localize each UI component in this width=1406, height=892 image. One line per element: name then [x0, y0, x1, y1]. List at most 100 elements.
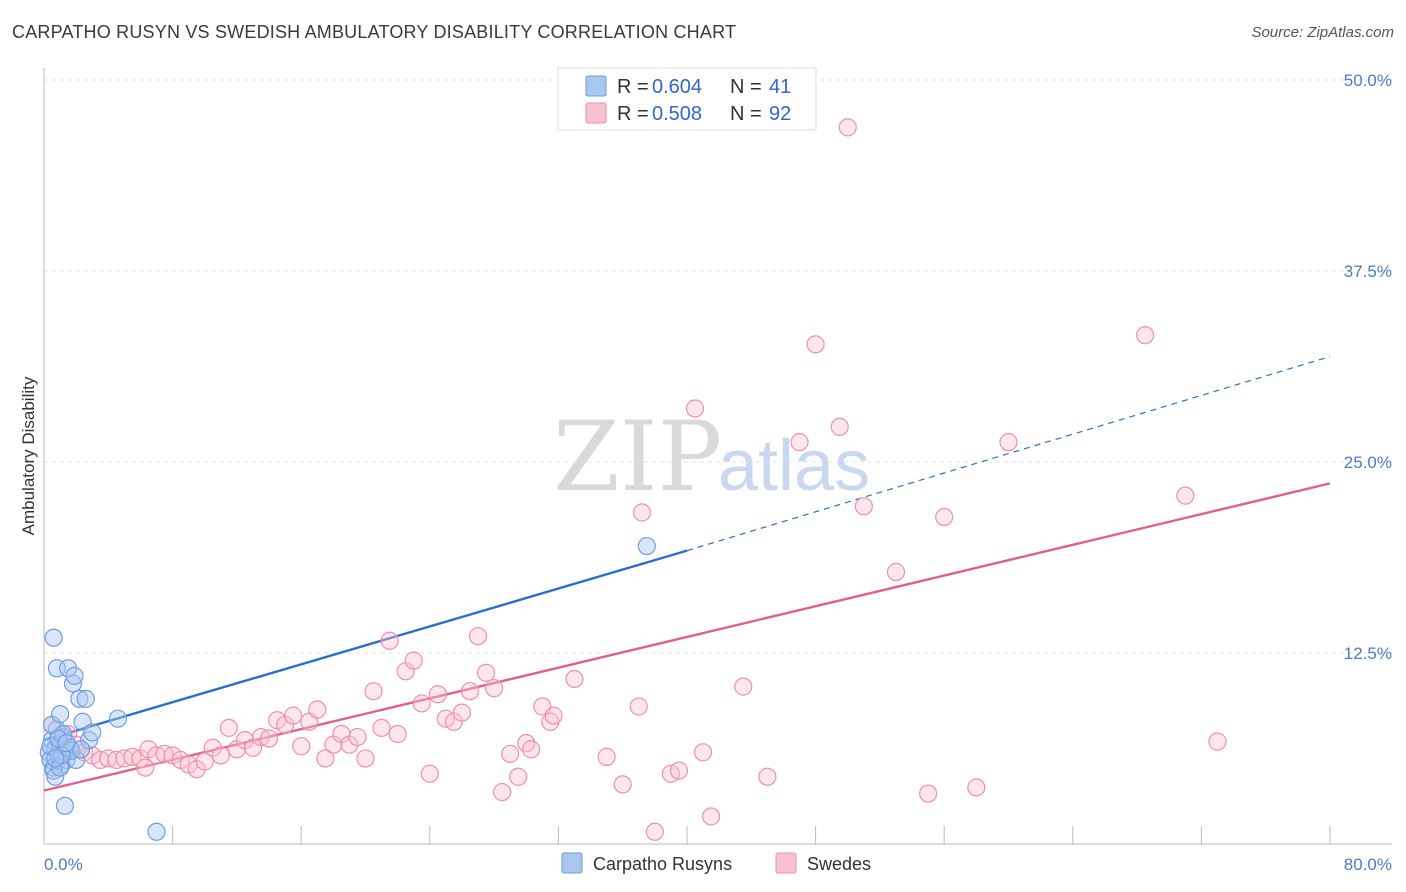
bottom-legend-label-rusyn: Carpatho Rusyns [593, 854, 732, 874]
x-tick-label-1: 80.0% [1344, 855, 1392, 874]
legend-r-label-rusyn: R = [617, 76, 649, 98]
swedes-point-36 [316, 749, 335, 768]
swedes-point-42 [364, 682, 383, 701]
swedes-point-86 [935, 507, 954, 527]
swedes-point-83 [854, 497, 873, 516]
swedes-point-88 [999, 433, 1018, 452]
swedes-point-65 [544, 706, 563, 725]
axes [43, 68, 1392, 845]
swedes-point-78 [758, 767, 777, 786]
legend-r-value-swedes: 0.508 [652, 103, 702, 125]
swedes-point-24 [219, 718, 238, 737]
rusyn-point-16 [50, 705, 70, 724]
swedes-point-59 [501, 744, 520, 763]
rusyn-point-25 [76, 689, 95, 708]
rusyn-point-21 [65, 666, 84, 686]
swedes-point-56 [476, 663, 496, 682]
swedes-point-44 [380, 631, 399, 650]
bottom-legend: Carpatho Rusyns Swedes [561, 852, 871, 874]
swedes-point-73 [669, 761, 689, 780]
swedes-point-43 [372, 718, 391, 737]
y-tick-label-2: 37.5% [1344, 262, 1392, 281]
legend-r-label-swedes: R = [617, 103, 649, 125]
rusyn-point-20 [63, 674, 83, 693]
swedes-point-74 [685, 399, 705, 418]
swedes-point-48 [412, 694, 431, 713]
swedes-point-55 [468, 627, 488, 646]
y-tick-label-0: 12.5% [1344, 644, 1392, 663]
tick-labels: 12.5% 25.0% 37.5% 50.0% 0.0% 80.0% [44, 71, 1392, 874]
swedes-point-91 [1208, 732, 1227, 751]
swedes-point-23 [211, 746, 230, 765]
swedes-point-68 [613, 775, 632, 794]
trend-lines [43, 355, 1331, 792]
swedes-point-62 [521, 740, 541, 759]
swedes-point-89 [1136, 326, 1155, 345]
swedes-point-76 [702, 807, 721, 826]
watermark-zip: ZIP [553, 401, 722, 513]
swedes-point-49 [420, 764, 439, 783]
swedes-point-71 [645, 822, 664, 841]
rusyn-point-27 [83, 723, 102, 742]
legend-swatch-rusyn [585, 75, 607, 97]
rusyn-point-30 [55, 796, 74, 815]
swedes-point-40 [348, 727, 367, 747]
grid-lines [44, 79, 1392, 654]
rusyn-point-28 [44, 628, 63, 647]
data-points [39, 118, 1227, 841]
swedes-point-14 [136, 758, 155, 777]
swedes-point-41 [356, 749, 375, 768]
swedes-point-79 [790, 433, 809, 452]
swedes-point-80 [806, 335, 825, 354]
swedes-point-75 [693, 743, 713, 762]
swedes-point-58 [493, 782, 512, 802]
rusyn-point-38 [637, 536, 656, 556]
y-tick-label-3: 50.0% [1344, 71, 1392, 90]
swedes-point-57 [485, 679, 504, 698]
rusyn-trend-extension [686, 355, 1331, 552]
swedes-point-69 [629, 697, 648, 716]
bottom-legend-swatch-swedes [775, 852, 797, 874]
swedes-point-70 [632, 503, 652, 522]
legend-n-label-swedes: N = [730, 103, 762, 125]
swedes-point-54 [460, 682, 480, 701]
rusyn-point-40 [57, 734, 76, 753]
swedes-point-61 [517, 734, 536, 753]
swedes-point-47 [404, 651, 423, 670]
swedes-point-90 [1176, 486, 1195, 505]
swedes-point-60 [509, 767, 528, 786]
swedes-point-82 [838, 118, 857, 137]
rusyn-point-37 [147, 822, 166, 841]
swedes-point-50 [428, 685, 447, 704]
rusyn-point-39 [46, 749, 65, 768]
rusyn-point-23 [70, 689, 89, 708]
chart-title: CARPATHO RUSYN VS SWEDISH AMBULATORY DIS… [12, 22, 737, 42]
bottom-legend-label-swedes: Swedes [807, 854, 871, 874]
swedes-point-33 [292, 737, 311, 756]
y-axis-label: Ambulatory Disability [19, 376, 38, 535]
swedes-point-66 [565, 669, 584, 689]
swedes-point-32 [284, 706, 303, 725]
bottom-legend-swatch-rusyn [561, 852, 583, 874]
swedes-point-45 [388, 724, 407, 744]
rusyn-point-36 [108, 709, 128, 728]
swedes-point-81 [830, 417, 849, 436]
swedes-point-35 [308, 700, 327, 719]
legend-n-value-swedes: 92 [769, 103, 791, 125]
swedes-point-85 [919, 784, 938, 803]
swedes-point-67 [597, 747, 616, 767]
x-tick-label-0: 0.0% [44, 855, 83, 874]
swedes-trend-line [43, 482, 1331, 792]
legend-n-value-rusyn: 41 [769, 76, 791, 98]
legend-n-label-rusyn: N = [730, 76, 762, 98]
swedes-point-84 [886, 562, 906, 582]
source-credit: Source: ZipAtlas.com [1251, 24, 1394, 41]
legend-r-value-rusyn: 0.604 [652, 76, 702, 98]
rusyn-trend-line [43, 549, 688, 742]
swedes-point-87 [967, 778, 986, 797]
swedes-point-77 [734, 677, 753, 696]
top-legend: R = 0.604 N = 41 R = 0.508 N = 92 [557, 67, 817, 131]
rusyn-point-14 [46, 767, 65, 786]
legend-swatch-swedes [585, 102, 607, 124]
